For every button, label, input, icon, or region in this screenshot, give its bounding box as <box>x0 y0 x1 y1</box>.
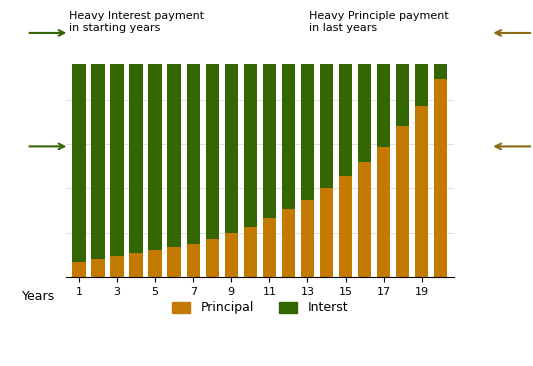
Bar <box>263 218 276 277</box>
Bar <box>72 262 86 277</box>
Bar <box>206 64 219 239</box>
Bar <box>377 147 390 277</box>
Bar <box>130 64 143 253</box>
Bar <box>167 247 181 277</box>
Bar <box>396 126 409 277</box>
Bar <box>301 200 314 277</box>
Bar <box>339 176 352 277</box>
Bar <box>282 209 295 277</box>
Bar <box>91 259 104 277</box>
Bar <box>244 227 257 277</box>
Bar <box>263 64 276 218</box>
Bar <box>224 233 238 277</box>
Bar <box>110 64 124 256</box>
Legend: Principal, Interst: Principal, Interst <box>167 296 353 320</box>
Bar <box>224 64 238 233</box>
Bar <box>72 64 86 262</box>
Text: Heavy Interest payment
in starting years: Heavy Interest payment in starting years <box>69 11 205 33</box>
Bar <box>130 253 143 277</box>
Bar <box>339 64 352 176</box>
Bar <box>358 162 371 277</box>
Bar <box>206 239 219 277</box>
Bar <box>434 64 447 79</box>
Bar <box>415 64 429 105</box>
Bar <box>91 64 104 259</box>
Bar <box>187 64 200 244</box>
Bar <box>377 64 390 147</box>
Bar <box>110 256 124 277</box>
X-axis label: Years: Years <box>22 290 55 303</box>
Bar <box>187 244 200 277</box>
Bar <box>396 64 409 126</box>
Bar <box>320 188 333 277</box>
Bar <box>167 64 181 247</box>
Bar <box>415 105 429 277</box>
Bar <box>358 64 371 162</box>
Bar <box>149 64 162 250</box>
Bar <box>149 250 162 277</box>
Bar <box>434 79 447 277</box>
Bar <box>282 64 295 209</box>
Bar <box>320 64 333 188</box>
Text: Heavy Principle payment
in last years: Heavy Principle payment in last years <box>309 11 449 33</box>
Bar <box>301 64 314 200</box>
Bar <box>244 64 257 227</box>
